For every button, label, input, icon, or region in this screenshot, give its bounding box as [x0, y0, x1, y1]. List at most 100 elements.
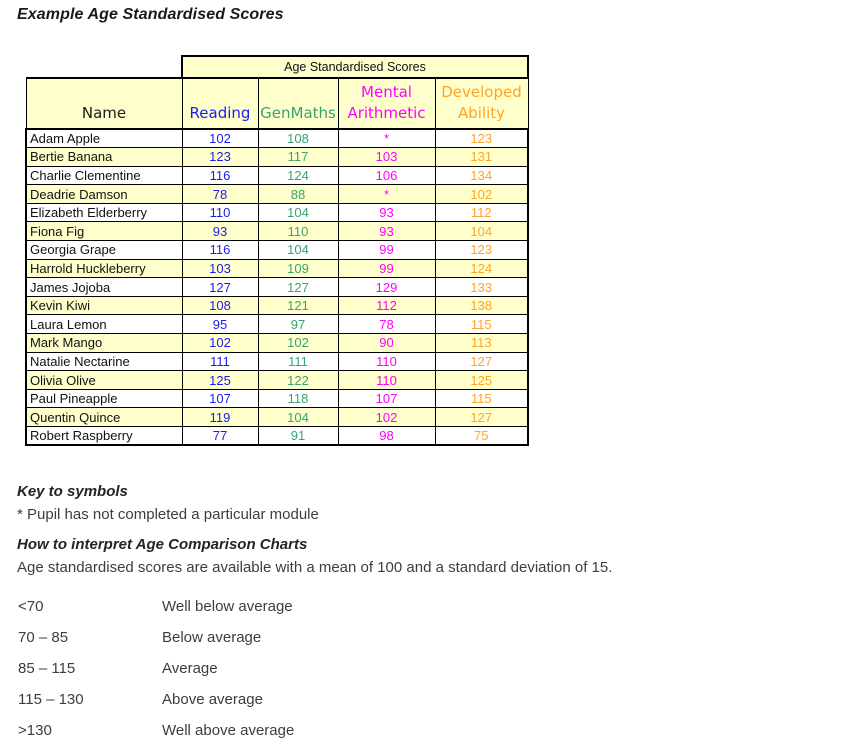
- genmaths-score-cell: 118: [257, 388, 339, 409]
- genmaths-score-cell: 124: [257, 165, 339, 186]
- mental-score-cell: 107: [337, 388, 436, 409]
- reading-score-cell: 110: [181, 202, 259, 223]
- pupil-name-cell: Charlie Clementine: [25, 165, 183, 186]
- table-row: Paul Pineapple 107 118 107 115: [25, 388, 529, 409]
- pupil-name-cell: James Jojoba: [25, 277, 183, 297]
- genmaths-score-cell: 91: [257, 426, 339, 447]
- pupil-name-cell: Elizabeth Elderberry: [25, 202, 183, 223]
- pupil-name-cell: Paul Pineapple: [25, 388, 183, 409]
- developed-score-cell: 134: [434, 165, 529, 186]
- column-header-genmaths: GenMaths: [257, 77, 339, 130]
- banner-row: Age Standardised Scores: [26, 55, 529, 79]
- reading-score-cell: 119: [181, 407, 259, 427]
- mental-score-cell: 129: [337, 277, 436, 297]
- table-row: Robert Raspberry 77 91 98 75: [25, 426, 529, 447]
- reading-score-cell: 125: [181, 370, 259, 390]
- reading-score-cell: 78: [181, 184, 259, 204]
- mental-score-cell: 110: [337, 351, 436, 372]
- range-label: Above average: [162, 691, 263, 708]
- mental-score-cell: 103: [337, 147, 436, 167]
- mental-score-cell: 93: [337, 221, 436, 242]
- table-row: Natalie Nectarine 111 111 110 127: [25, 351, 529, 372]
- genmaths-score-cell: 104: [257, 240, 339, 260]
- developed-score-cell: 125: [434, 370, 529, 390]
- range-label: Well below average: [162, 598, 293, 615]
- column-header-mental-arithmetic: Mental Arithmetic: [337, 77, 436, 130]
- table-row: Mark Mango 102 102 90 113: [25, 333, 529, 353]
- developed-score-cell: 104: [434, 221, 529, 242]
- pupil-name-cell: Natalie Nectarine: [25, 351, 183, 372]
- developed-score-cell: 113: [434, 333, 529, 353]
- range-row: 70 – 85 Below average: [18, 622, 294, 653]
- range-row: 115 – 130 Above average: [18, 684, 294, 715]
- key-heading: Key to symbols: [17, 483, 128, 500]
- genmaths-score-cell: 110: [257, 221, 339, 242]
- range-label: Below average: [162, 629, 262, 646]
- developed-score-cell: 138: [434, 295, 529, 316]
- mental-score-cell: 99: [337, 240, 436, 260]
- mental-score-cell: 106: [337, 165, 436, 186]
- genmaths-score-cell: 102: [257, 333, 339, 353]
- reading-score-cell: 102: [181, 333, 259, 353]
- table-banner: Age Standardised Scores: [181, 55, 529, 79]
- range-value: >130: [18, 722, 52, 739]
- mental-score-cell: 110: [337, 370, 436, 390]
- table-row: Kevin Kiwi 108 121 112 138: [25, 295, 529, 316]
- developed-score-cell: 75: [434, 426, 529, 447]
- table-row: Laura Lemon 95 97 78 115: [25, 314, 529, 335]
- interpretation-intro: Age standardised scores are available wi…: [17, 559, 613, 576]
- genmaths-score-cell: 121: [257, 295, 339, 316]
- genmaths-score-cell: 122: [257, 370, 339, 390]
- developed-score-cell: 123: [434, 240, 529, 260]
- reading-score-cell: 116: [181, 165, 259, 186]
- reading-score-cell: 107: [181, 388, 259, 409]
- developed-score-cell: 127: [434, 351, 529, 372]
- table-row: Charlie Clementine 116 124 106 134: [25, 165, 529, 186]
- mental-score-cell: *: [337, 128, 436, 149]
- pupil-name-cell: Laura Lemon: [25, 314, 183, 335]
- reading-score-cell: 116: [181, 240, 259, 260]
- pupil-name-cell: Adam Apple: [25, 128, 183, 149]
- reading-score-cell: 102: [181, 128, 259, 149]
- genmaths-score-cell: 127: [257, 277, 339, 297]
- range-value: 85 – 115: [18, 660, 76, 677]
- table-row: Olivia Olive 125 122 110 125: [25, 370, 529, 390]
- mental-score-cell: 90: [337, 333, 436, 353]
- table-row: Adam Apple 102 108 * 123: [25, 128, 529, 149]
- developed-score-cell: 131: [434, 147, 529, 167]
- table-row: Harrold Huckleberry 103 109 99 124: [25, 258, 529, 279]
- range-row: 85 – 115 Average: [18, 653, 294, 684]
- developed-score-cell: 115: [434, 388, 529, 409]
- table-row: Quentin Quince 119 104 102 127: [25, 407, 529, 427]
- genmaths-score-cell: 108: [257, 128, 339, 149]
- reading-score-cell: 111: [181, 351, 259, 372]
- range-value: 115 – 130: [18, 691, 84, 708]
- pupil-name-cell: Deadrie Damson: [25, 184, 183, 204]
- table-row: Bertie Banana 123 117 103 131: [25, 147, 529, 167]
- range-value: 70 – 85: [18, 629, 69, 646]
- developed-score-cell: 127: [434, 407, 529, 427]
- interpretation-ranges: <70 Well below average 70 – 85 Below ave…: [18, 591, 294, 746]
- page-title: Example Age Standardised Scores: [17, 6, 284, 23]
- column-header-developed-ability: Developed Ability: [434, 77, 529, 130]
- genmaths-score-cell: 88: [257, 184, 339, 204]
- reading-score-cell: 123: [181, 147, 259, 167]
- pupil-name-cell: Kevin Kiwi: [25, 295, 183, 316]
- developed-score-cell: 102: [434, 184, 529, 204]
- developed-score-cell: 124: [434, 258, 529, 279]
- reading-score-cell: 93: [181, 221, 259, 242]
- reading-score-cell: 95: [181, 314, 259, 335]
- table-row: Deadrie Damson 78 88 * 102: [25, 184, 529, 204]
- genmaths-score-cell: 97: [257, 314, 339, 335]
- range-label: Well above average: [162, 722, 295, 739]
- column-header-name: Name: [25, 77, 183, 130]
- pupil-name-cell: Georgia Grape: [25, 240, 183, 260]
- range-value: <70: [18, 598, 44, 615]
- reading-score-cell: 77: [181, 426, 259, 447]
- key-note: * Pupil has not completed a particular m…: [17, 506, 319, 523]
- genmaths-score-cell: 111: [257, 351, 339, 372]
- developed-score-cell: 123: [434, 128, 529, 149]
- table-row: Elizabeth Elderberry 110 104 93 112: [25, 202, 529, 223]
- scores-table-body: Adam Apple 102 108 * 123 Bertie Banana 123 117 1…: [25, 128, 529, 447]
- range-row: <70 Well below average: [18, 591, 294, 622]
